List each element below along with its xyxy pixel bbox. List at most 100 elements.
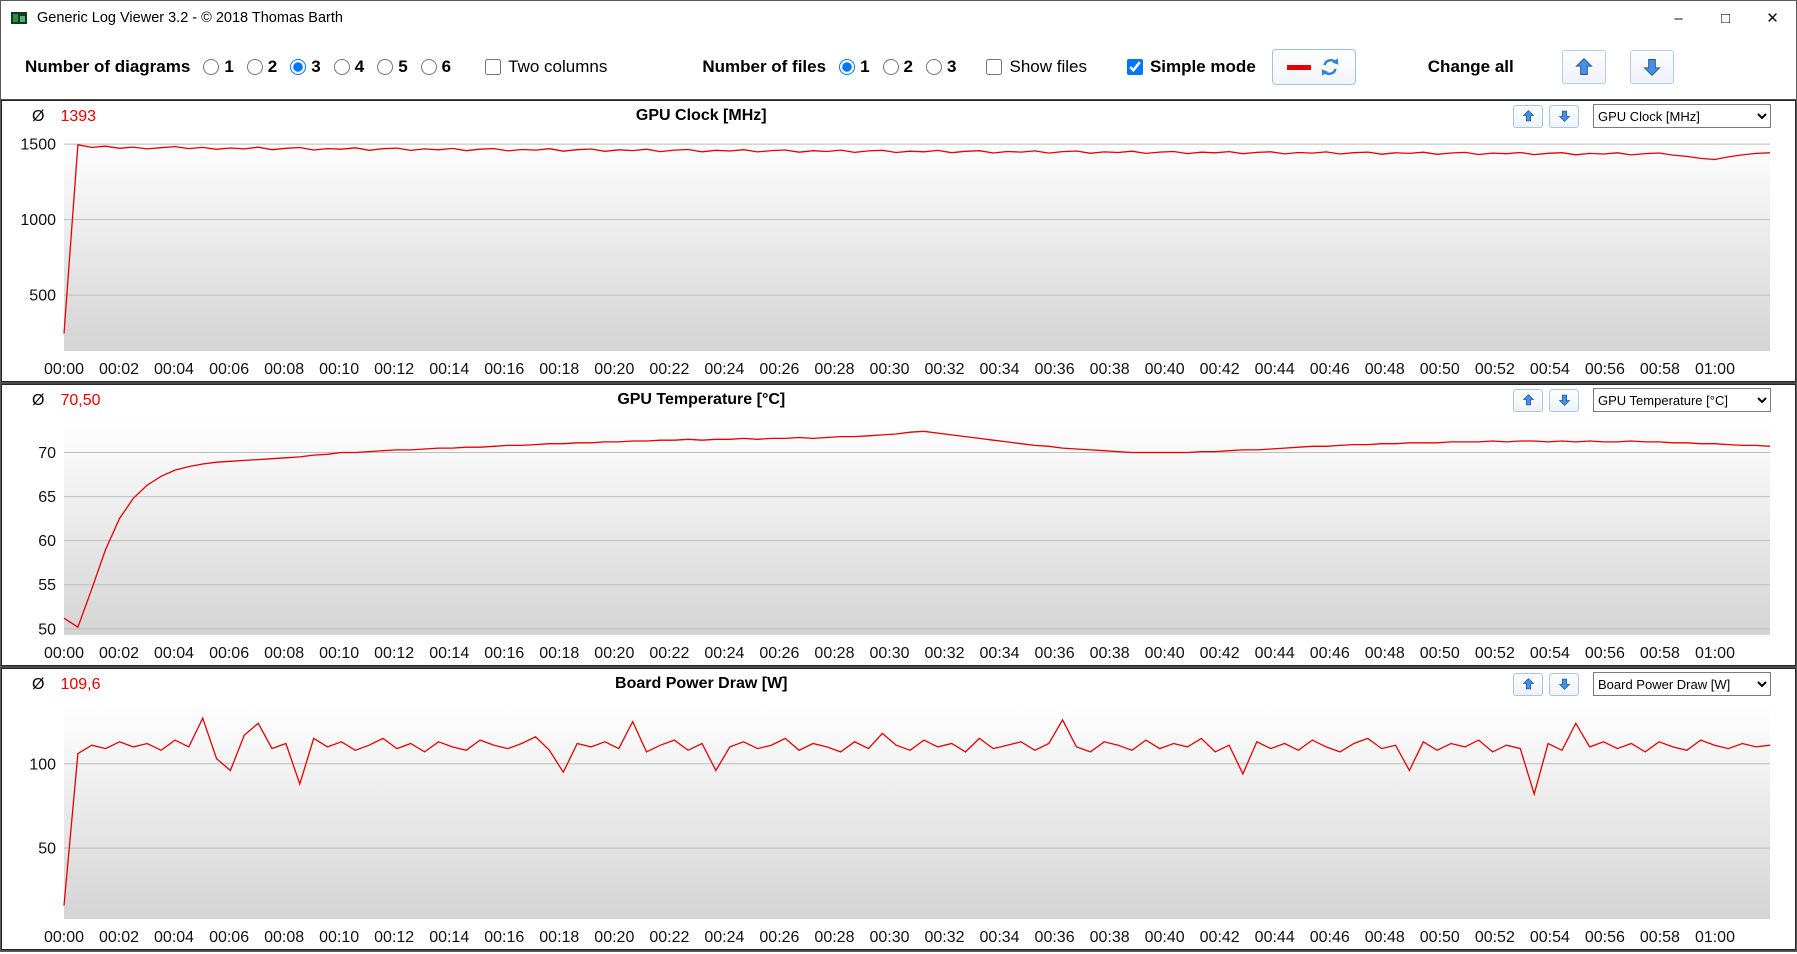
chart-controls: Board Power Draw [W] xyxy=(1513,672,1771,696)
x-tick-label: 00:08 xyxy=(264,361,304,378)
x-tick-label: 00:48 xyxy=(1365,361,1405,378)
diagrams-radio-6[interactable]: 6 xyxy=(420,57,452,77)
simple-mode-input[interactable] xyxy=(1126,59,1143,75)
minimize-button[interactable]: – xyxy=(1655,1,1702,35)
y-tick-label: 100 xyxy=(29,756,56,773)
move-chart-up-button[interactable] xyxy=(1513,672,1543,696)
simple-mode-checkbox[interactable]: Simple mode xyxy=(1126,57,1256,77)
x-tick-label: 00:42 xyxy=(1200,361,1240,378)
x-tick-label: 00:48 xyxy=(1365,929,1405,946)
files-radio-3[interactable]: 3 xyxy=(926,57,956,77)
x-tick-label: 00:26 xyxy=(759,929,799,946)
arrow-down-icon xyxy=(1558,393,1571,407)
x-tick-label: 00:40 xyxy=(1145,929,1185,946)
diagrams-radio-4[interactable]: 4 xyxy=(333,57,364,77)
y-tick-label: 50 xyxy=(38,841,56,858)
window-controls: – □ ✕ xyxy=(1655,1,1796,35)
x-tick-label: 00:30 xyxy=(869,929,909,946)
y-tick-label: 70 xyxy=(38,445,56,462)
diagrams-radio-1[interactable]: 1 xyxy=(203,57,234,77)
chart-panel-gpu-temperature: Ø 70,50 GPU Temperature [°C] GPU Temperat… xyxy=(1,384,1796,666)
diagrams-radio-2-input[interactable] xyxy=(246,59,263,75)
diagrams-radio-5-label: 5 xyxy=(398,57,408,76)
x-tick-label: 00:52 xyxy=(1475,645,1515,662)
files-radio-1-label: 1 xyxy=(860,57,870,76)
maximize-button[interactable]: □ xyxy=(1702,1,1749,35)
x-tick-label: 00:42 xyxy=(1200,645,1240,662)
arrow-up-icon xyxy=(1522,109,1535,123)
x-tick-label: 00:10 xyxy=(319,361,359,378)
x-tick-label: 00:34 xyxy=(980,929,1020,946)
diagrams-radio-2[interactable]: 2 xyxy=(246,57,277,77)
series-color-refresh-button[interactable] xyxy=(1271,49,1356,85)
two-columns-input[interactable] xyxy=(485,59,502,75)
x-tick-label: 00:50 xyxy=(1420,645,1460,662)
move-chart-down-button[interactable] xyxy=(1549,104,1579,128)
chart-panel-board-power: Ø 109,6 Board Power Draw [W] Board Power … xyxy=(1,668,1796,950)
diagrams-radio-5[interactable]: 5 xyxy=(377,57,408,77)
x-tick-label: 00:36 xyxy=(1035,361,1075,378)
average-symbol: Ø xyxy=(32,676,45,693)
chart-canvas[interactable]: 50 100 00:00 00:02 00:04 00:06 00:08 00:10 00:12… xyxy=(2,697,1795,949)
average-symbol: Ø xyxy=(32,392,45,409)
x-tick-label: 00:10 xyxy=(319,929,359,946)
x-tick-label: 00:56 xyxy=(1585,929,1625,946)
diagrams-radio-3-label: 3 xyxy=(311,57,321,76)
plot-area[interactable] xyxy=(64,419,1770,635)
x-tick-label: 00:02 xyxy=(99,645,139,662)
show-files-checkbox[interactable]: Show files xyxy=(986,57,1087,77)
plot[interactable]: 500 1000 1500 00:00 00:02 00:04 00:06 00:08 00:1… xyxy=(2,129,1795,381)
move-chart-up-button[interactable] xyxy=(1513,104,1543,128)
x-tick-label: 00:34 xyxy=(980,645,1020,662)
x-tick-label: 00:40 xyxy=(1145,361,1185,378)
metric-select[interactable]: GPU Clock [MHz] xyxy=(1593,104,1771,128)
move-chart-down-button[interactable] xyxy=(1549,388,1579,412)
x-tick-label: 00:56 xyxy=(1585,645,1625,662)
x-tick-label: 00:22 xyxy=(649,645,689,662)
x-tick-label: 00:40 xyxy=(1145,645,1185,662)
plot-area[interactable] xyxy=(64,135,1770,351)
files-radio-2[interactable]: 2 xyxy=(882,57,913,77)
chart-title: Board Power Draw [W] xyxy=(615,675,788,692)
x-tick-label: 00:24 xyxy=(704,361,744,378)
files-radio-2-input[interactable] xyxy=(882,59,899,75)
diagrams-radio-6-label: 6 xyxy=(441,57,452,76)
number-of-files-label: Number of files xyxy=(702,57,827,76)
move-chart-up-button[interactable] xyxy=(1513,388,1543,412)
change-all-down-button[interactable] xyxy=(1629,50,1674,84)
diagrams-radio-4-input[interactable] xyxy=(333,59,350,75)
x-tick-label: 00:30 xyxy=(869,361,909,378)
chart-header: Ø 70,50 GPU Temperature [°C] GPU Temperat… xyxy=(2,385,1795,413)
files-radio-3-input[interactable] xyxy=(926,59,943,75)
x-tick-label: 01:00 xyxy=(1695,361,1735,378)
x-tick-label: 00:28 xyxy=(814,929,854,946)
diagrams-radio-1-input[interactable] xyxy=(203,59,220,75)
window-title: Generic Log Viewer 3.2 - © 2018 Thomas B… xyxy=(37,10,343,26)
plot[interactable]: 50 100 00:00 00:02 00:04 00:06 00:08 00:10 00:12… xyxy=(2,697,1795,949)
close-button[interactable]: ✕ xyxy=(1749,1,1796,35)
diagrams-radio-6-input[interactable] xyxy=(420,59,437,75)
x-tick-label: 00:22 xyxy=(649,361,689,378)
x-tick-label: 00:00 xyxy=(44,361,84,378)
show-files-input[interactable] xyxy=(986,59,1003,75)
diagrams-radio-5-input[interactable] xyxy=(377,59,394,75)
metric-select[interactable]: GPU Temperature [°C] xyxy=(1593,388,1771,412)
diagrams-radio-3[interactable]: 3 xyxy=(290,57,321,77)
chart-canvas[interactable]: 500 1000 1500 00:00 00:02 00:04 00:06 00:08 00:1… xyxy=(2,129,1795,381)
x-tick-label: 00:22 xyxy=(649,929,689,946)
x-tick-label: 00:06 xyxy=(209,645,249,662)
two-columns-checkbox[interactable]: Two columns xyxy=(485,57,607,77)
chart-canvas[interactable]: 50 55 60 65 70 00:00 00:02 00:04 00:06 00:08 00:10… xyxy=(2,413,1795,665)
files-radio-1-input[interactable] xyxy=(839,59,856,75)
metric-select[interactable]: Board Power Draw [W] xyxy=(1593,672,1771,696)
x-tick-label: 00:18 xyxy=(539,929,579,946)
average-readout: Ø 109,6 xyxy=(32,676,101,694)
move-chart-down-button[interactable] xyxy=(1549,672,1579,696)
plot-area[interactable] xyxy=(64,703,1770,919)
change-all-up-button[interactable] xyxy=(1561,50,1606,84)
series-line xyxy=(63,430,1771,629)
files-radio-1[interactable]: 1 xyxy=(839,57,870,77)
show-files-label: Show files xyxy=(1009,57,1087,76)
plot[interactable]: 50 55 60 65 70 00:00 00:02 00:04 00:06 00:08 00:10… xyxy=(2,413,1795,665)
diagrams-radio-3-input[interactable] xyxy=(290,59,307,75)
